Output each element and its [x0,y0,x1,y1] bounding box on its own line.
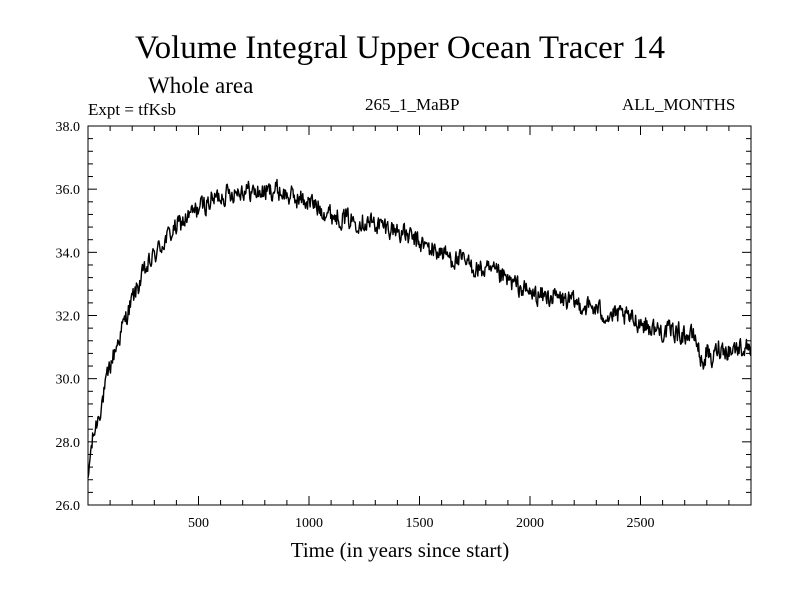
y-tick-label: 30.0 [56,373,81,388]
run-label: 265_1_MaBP [365,95,460,114]
y-tick-label: 26.0 [56,499,81,514]
x-tick-label: 2000 [516,516,544,531]
y-tick-label: 34.0 [56,246,81,261]
y-tick-label: 38.0 [56,120,81,135]
x-tick-label: 1000 [295,516,323,531]
axis-tick-labels: 500 1000 1500 2000 2500 26.0 28.0 30.0 32.0 34.0 3… [56,120,655,531]
experiment-label: Expt = tfKsb [88,100,176,119]
plot-frame [87,125,752,506]
y-tick-label: 32.0 [56,310,81,325]
series-line [87,178,752,479]
chart-subtitle: Whole area [148,73,254,98]
period-label: ALL_MONTHS [622,95,736,114]
x-tick-label: 500 [188,516,209,531]
x-tick-label: 2500 [627,516,655,531]
x-axis-label: Time (in years since start) [290,538,510,562]
axis-ticks [88,126,751,505]
x-tick-label: 1500 [406,516,434,531]
y-tick-label: 36.0 [56,183,81,198]
y-tick-label: 28.0 [56,436,81,451]
chart-title: Volume Integral Upper Ocean Tracer 14 [135,30,665,66]
